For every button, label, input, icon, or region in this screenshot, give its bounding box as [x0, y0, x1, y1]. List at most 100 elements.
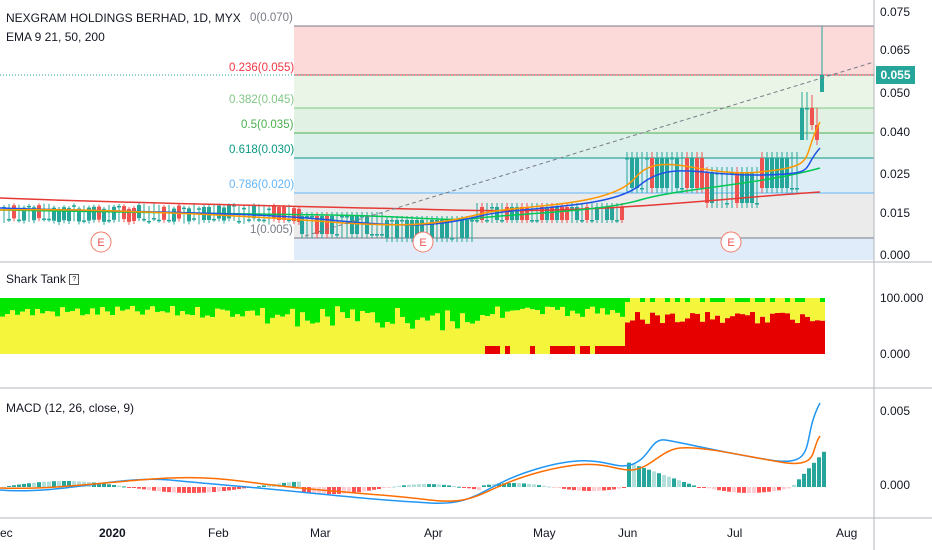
shark-yellow-bar — [550, 307, 555, 346]
candle-body — [675, 158, 679, 188]
candle-body — [12, 205, 16, 219]
candle-body — [770, 158, 774, 188]
shark-green-bar — [425, 298, 430, 321]
macd-histogram-bar — [762, 487, 766, 493]
shark-yellow-bar — [285, 314, 290, 354]
shark-green-bar — [455, 298, 460, 329]
earnings-label: E — [97, 237, 104, 249]
macd-histogram-bar — [187, 487, 191, 493]
macd-histogram-bar — [307, 487, 311, 493]
macd-histogram-bar — [497, 483, 501, 487]
shark-green-bar — [165, 298, 170, 313]
shark-red-bar — [720, 322, 725, 354]
shark-yellow-bar — [770, 302, 775, 314]
macd-histogram-bar — [557, 487, 561, 489]
macd-histogram-bar — [2, 486, 6, 488]
info-icon[interactable]: ? — [69, 274, 80, 286]
price-tick: 0.065 — [880, 43, 911, 57]
shark-green-bar — [450, 298, 455, 322]
time-label: Aug — [836, 526, 858, 540]
shark-yellow-bar — [590, 306, 595, 354]
shark-yellow-bar — [820, 302, 825, 321]
shark-green-bar — [335, 298, 340, 307]
shark-green-bar — [385, 298, 390, 323]
shark-yellow-bar — [685, 302, 690, 319]
shark-yellow-bar — [675, 302, 680, 323]
macd-histogram-bar — [567, 487, 571, 490]
shark-yellow-bar — [335, 306, 340, 354]
shark-yellow-bar — [465, 322, 470, 354]
shark-yellow-bar — [520, 308, 525, 354]
shark-yellow-bar — [670, 298, 675, 314]
candle-body — [750, 173, 754, 203]
shark-green-bar — [65, 298, 70, 312]
candle-body — [760, 158, 764, 188]
earnings-icon[interactable] — [412, 231, 434, 253]
shark-yellow-bar — [185, 314, 190, 354]
shark-yellow-bar — [10, 310, 15, 354]
fib-zone — [294, 26, 874, 75]
candle-body — [805, 108, 809, 110]
macd-histogram-bar — [637, 466, 641, 487]
earnings-markers: E E E — [90, 231, 742, 253]
candle-body — [530, 220, 534, 222]
shark-yellow-bar — [630, 298, 635, 321]
shark-green-bar — [360, 298, 365, 311]
shark-yellow-bar — [805, 298, 810, 317]
candle-body — [470, 220, 474, 222]
macd-histogram-bar — [142, 487, 146, 490]
macd-histogram-bar — [202, 487, 206, 493]
shark-yellow-bar — [475, 320, 480, 354]
candle-body — [635, 158, 639, 188]
macd-histogram-bar — [552, 487, 556, 488]
macd-histogram-bar — [97, 483, 101, 487]
ema-indicator-label[interactable]: EMA 9 21, 50, 200 — [6, 30, 105, 44]
shark-green-bar — [595, 298, 600, 314]
candle-body — [655, 158, 659, 188]
shark-yellow-bar — [665, 302, 670, 315]
macd-histogram-bar — [632, 464, 636, 487]
symbol-title[interactable]: NEXGRAM HOLDINGS BERHAD, 1D, MYX — [6, 11, 241, 25]
macd-histogram-bar — [117, 485, 121, 487]
macd-histogram-bar — [582, 487, 586, 491]
shark-yellow-bar — [160, 311, 165, 354]
fib-zone — [294, 75, 874, 108]
trend-line[interactable] — [304, 61, 875, 237]
shark-yellow-bar — [755, 302, 760, 324]
shark-green-bar — [555, 298, 560, 310]
shark-green-bar — [305, 298, 310, 321]
shark-green-bar — [605, 298, 610, 315]
shark-green-bar — [490, 298, 495, 315]
macd-histogram-bar — [367, 487, 371, 491]
shark-yellow-bar — [785, 302, 790, 314]
shark-yellow-bar — [415, 319, 420, 354]
shark-red-bar — [570, 346, 575, 354]
shark-green-bar — [205, 298, 210, 316]
earnings-icon[interactable] — [90, 231, 112, 253]
shark-green-bar — [195, 298, 200, 308]
macd-histogram-bar — [697, 487, 701, 488]
macd-histogram-bar — [722, 487, 726, 492]
shark-yellow-bar — [625, 302, 630, 323]
shark-tank-title[interactable]: Shark Tank ? — [6, 272, 80, 286]
macd-title[interactable]: MACD (12, 26, close, 9) — [6, 401, 135, 415]
shark-green-bar — [290, 298, 295, 309]
shark-green-bar — [350, 298, 355, 310]
macd-histogram-bar — [807, 468, 811, 487]
earnings-icon[interactable] — [720, 231, 742, 253]
shark-green-bar — [560, 298, 565, 307]
shark-red-bar — [710, 319, 715, 354]
macd-histogram-bar — [127, 487, 131, 488]
shark-green-bar — [770, 298, 775, 302]
shark-red-bar — [700, 321, 705, 354]
shark-yellow-bar — [190, 315, 195, 354]
shark-green-bar — [200, 298, 205, 318]
earnings-label: E — [727, 237, 734, 249]
shark-red-bar — [660, 323, 665, 354]
macd-histogram-bar — [342, 487, 346, 494]
candle-body — [680, 188, 684, 190]
macd-histogram-bar — [427, 484, 431, 487]
candle-body — [117, 205, 121, 208]
